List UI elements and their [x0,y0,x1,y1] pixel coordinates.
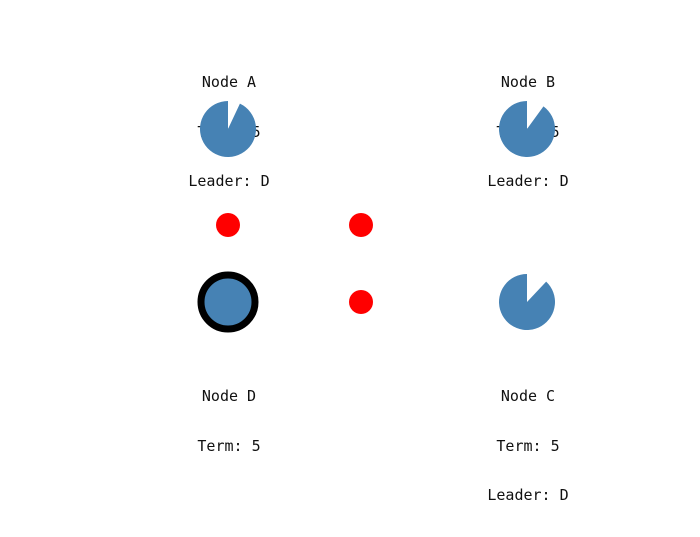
leader-ring [197,271,259,333]
node-b-circle[interactable] [499,101,556,157]
node-c-circle[interactable] [499,274,555,331]
node-b-leader: Leader: D [487,172,569,190]
node-a-name: Node A [201,73,257,91]
node-c-leader: Leader: D [487,486,569,504]
node-d-name: Node D [201,387,257,405]
node-d-circle[interactable] [201,275,255,329]
node-a-circle[interactable] [200,101,256,157]
node-d-term: Term: 5 [197,436,261,455]
node-c-name: Node C [500,387,556,405]
node-b-name: Node B [500,73,556,91]
node-c-term: Term: 5 [496,436,560,455]
message-dot [349,213,373,237]
raft-cluster-diagram: Node A Term: 5 Leader: D Node B Term: 5 … [188,73,569,504]
node-a-leader: Leader: D [188,172,270,190]
message-dot [349,290,373,314]
message-dot [216,213,240,237]
cluster-graphics [197,101,556,333]
